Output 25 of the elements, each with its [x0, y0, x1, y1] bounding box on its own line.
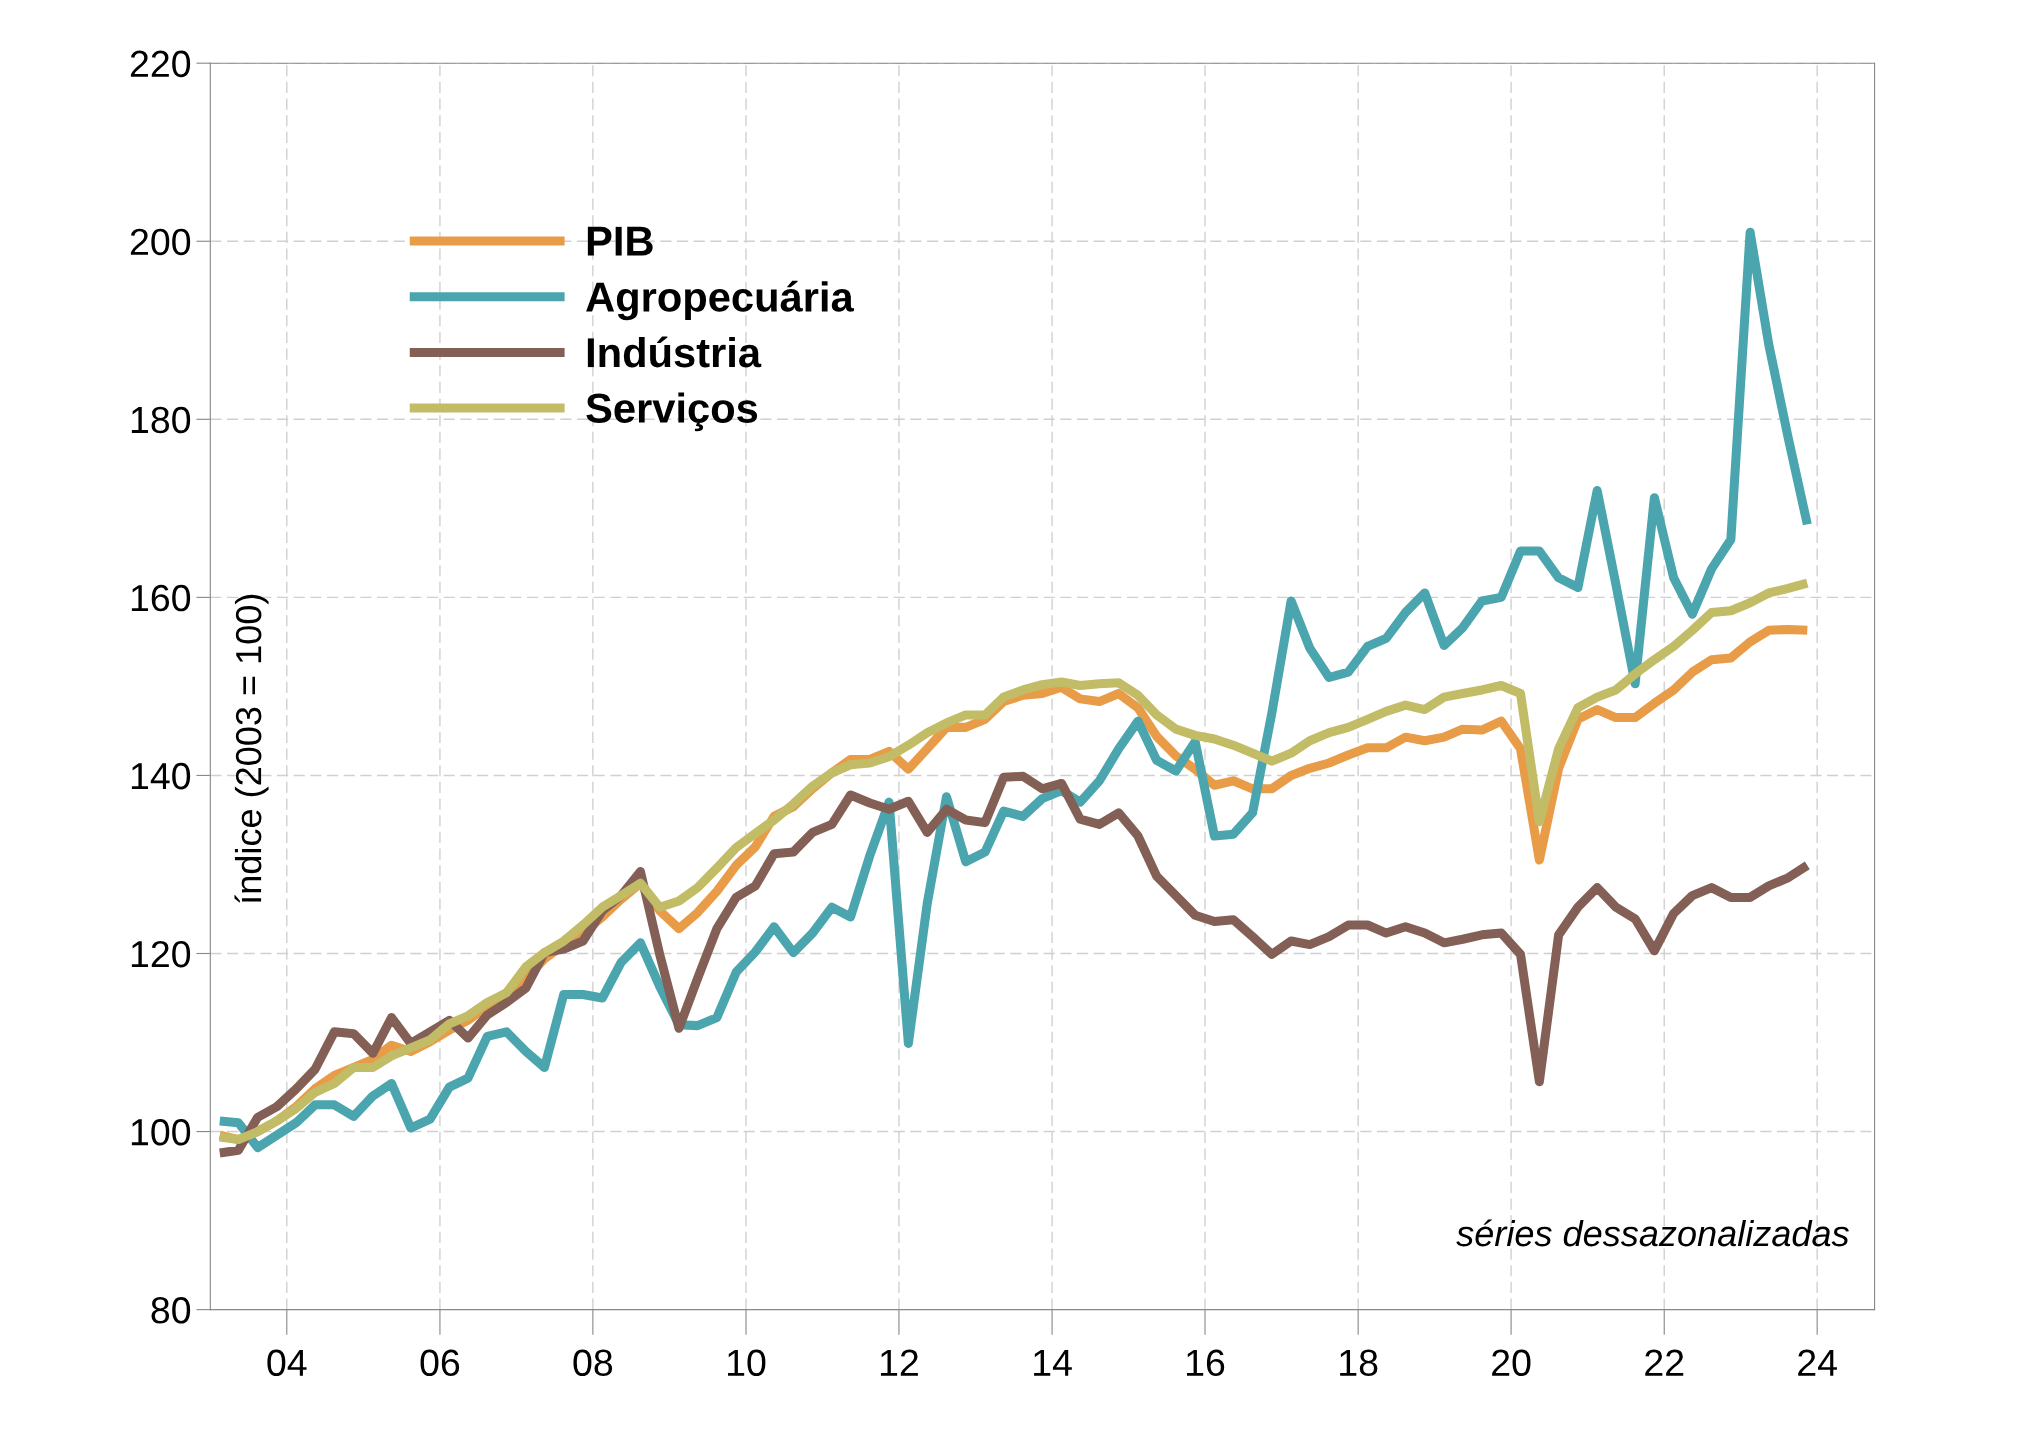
y-tick-label: 200: [130, 228, 191, 256]
x-tick-label: 20: [1492, 1349, 1531, 1377]
x-tick-label: 08: [573, 1349, 613, 1377]
y-axis-title: índice (2003 = 100): [234, 594, 269, 903]
legend-label: Indústria: [587, 336, 762, 368]
x-tick-label: 12: [880, 1349, 918, 1376]
legend-label: Serviços: [586, 392, 758, 432]
y-tick-label: 120: [131, 940, 191, 968]
y-tick-label: 180: [131, 406, 191, 434]
x-tick-label: 16: [1187, 1349, 1225, 1377]
y-tick-label: 220: [130, 50, 191, 78]
annotation: séries dessazonalizadas: [1456, 1219, 1849, 1247]
x-tick-label: 24: [1798, 1349, 1837, 1376]
x-tick-label: 14: [1034, 1349, 1072, 1376]
x-tick-label: 06: [420, 1349, 460, 1377]
x-tick-label: 04: [267, 1349, 307, 1377]
y-tick-label: 100: [131, 1118, 191, 1146]
y-tick-label: 80: [151, 1297, 191, 1324]
x-tick-label: 10: [728, 1349, 766, 1377]
x-tick-label: 22: [1645, 1349, 1684, 1376]
legend-label: PIB: [587, 226, 653, 256]
y-tick-label: 160: [131, 584, 191, 612]
legend-label: Agropecuária: [586, 280, 854, 321]
y-tick-label: 140: [131, 762, 191, 790]
x-tick-label: 18: [1340, 1349, 1378, 1377]
